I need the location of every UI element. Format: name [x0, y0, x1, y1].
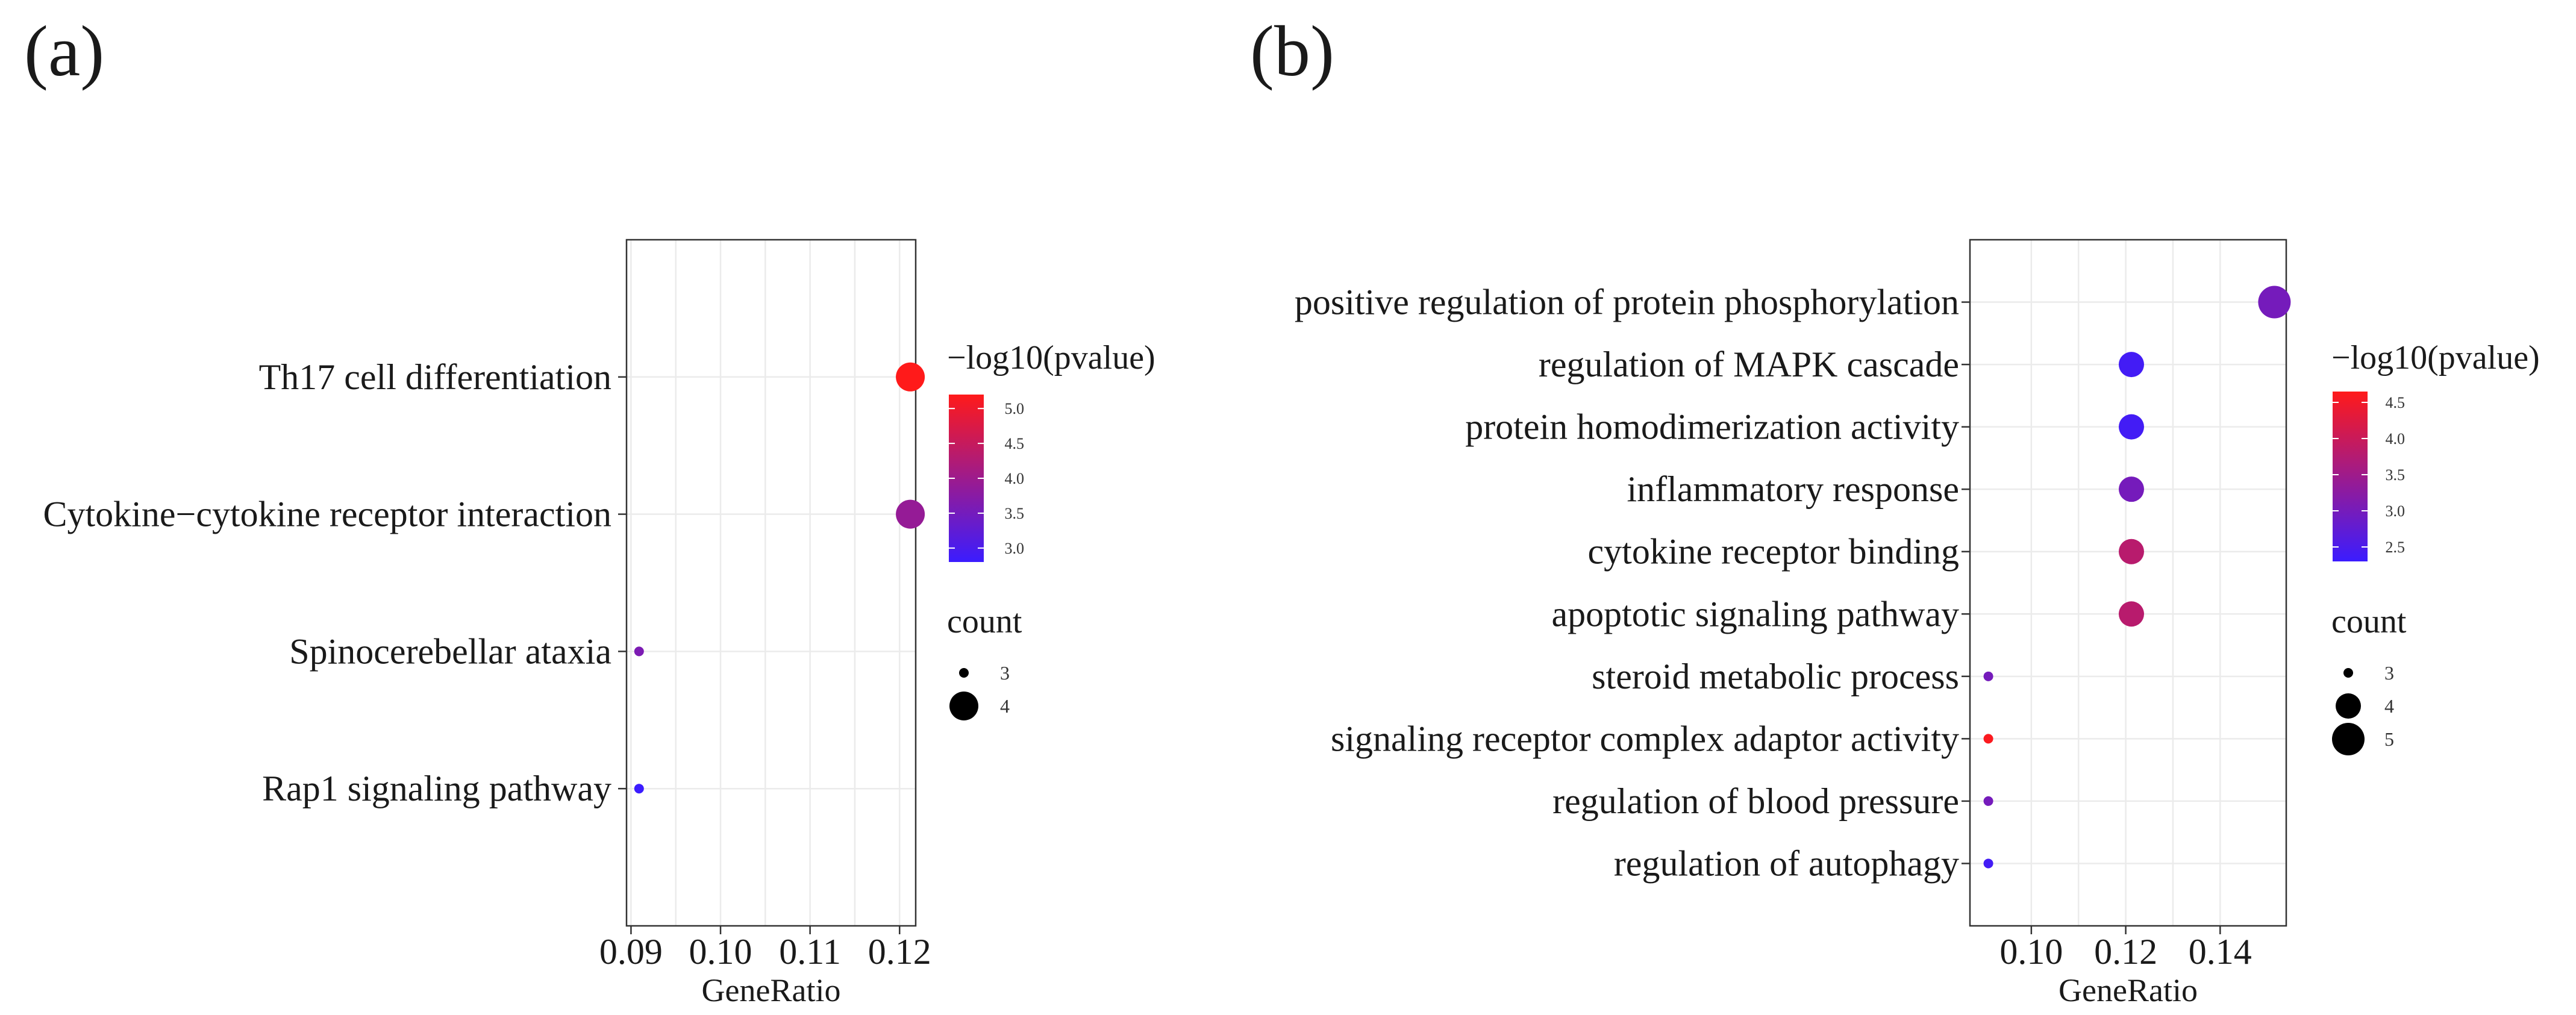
plot-frame: [1969, 239, 2287, 927]
size-legend-label: 4: [2384, 695, 2394, 717]
category-label: Cytokine−cytokine receptor interaction: [43, 495, 611, 534]
data-point: [896, 499, 925, 529]
category-label: Rap1 signaling pathway: [262, 769, 611, 808]
x-tick-label: 0.14: [2189, 932, 2252, 972]
category-label: apoptotic signaling pathway: [1551, 594, 1959, 634]
x-tick-label: 0.12: [868, 932, 931, 972]
colorbar-tick-label: 4.5: [2386, 394, 2406, 411]
data-point: [2118, 539, 2144, 564]
data-point: [2118, 476, 2144, 502]
colorbar-tick-label: 3.0: [2386, 502, 2406, 520]
category-label: signaling receptor complex adaptor activ…: [1331, 719, 1959, 758]
panel-a-dotplot: (a) 0.09 0.10 0.11 0.12 Th17 cell differentia…: [24, 11, 1155, 1008]
panel-label: (a): [24, 11, 104, 91]
x-tick-label: 0.12: [2094, 932, 2157, 972]
colorbar-tick-label: 2.5: [2386, 539, 2406, 556]
size-legend-label: 3: [1000, 662, 1010, 684]
data-point: [634, 646, 644, 657]
data-point: [2118, 601, 2144, 627]
data-point: [1983, 796, 1993, 806]
category-label: Spinocerebellar ataxia: [289, 631, 611, 671]
size-legend-key: [2336, 693, 2361, 719]
size-legend-key: [949, 692, 978, 720]
category-label: Th17 cell differentiation: [259, 357, 611, 397]
size-legend-key: [2332, 723, 2365, 755]
data-point: [896, 362, 925, 392]
colorbar-tick-label: 3.5: [2386, 466, 2406, 484]
colorbar-tick-label: 5.0: [1005, 400, 1025, 417]
x-tick-label: 0.10: [1999, 932, 2063, 972]
x-tick-label: 0.10: [689, 932, 752, 972]
size-legend-key: [2343, 668, 2353, 678]
panel-label: (b): [1250, 11, 1334, 91]
data-point: [2258, 286, 2291, 319]
size-legend-title: count: [947, 603, 1022, 640]
data-point: [1983, 858, 1993, 869]
size-legend-key: [959, 668, 969, 678]
x-tick-label: 0.11: [779, 932, 841, 972]
data-point: [634, 784, 644, 794]
x-axis-title: GeneRatio: [2059, 972, 2198, 1008]
colorbar-tick-label: 4.5: [1005, 435, 1025, 452]
plot-frame: [625, 239, 917, 927]
panel-b-dotplot: (b) 0.10 0.12 0.14 positive regulation of pr…: [1250, 11, 2540, 1008]
category-label: protein homodimerization activity: [1465, 407, 1959, 447]
data-point: [2118, 352, 2144, 378]
size-legend-label: 5: [2384, 728, 2394, 750]
category-label: cytokine receptor binding: [1588, 532, 1959, 572]
size-legend-label: 3: [2384, 662, 2394, 684]
data-point: [2118, 414, 2144, 440]
category-label: positive regulation of protein phosphory…: [1295, 283, 1959, 322]
size-legend-title: count: [2331, 603, 2407, 640]
size-legend-label: 4: [1000, 695, 1010, 717]
color-legend-title: −log10(pvalue): [2331, 339, 2540, 376]
category-label: steroid metabolic process: [1592, 657, 1959, 696]
x-tick-label: 0.09: [599, 932, 663, 972]
category-label: regulation of autophagy: [1614, 843, 1959, 883]
color-legend-title: −log10(pvalue): [947, 339, 1155, 376]
colorbar-tick-label: 3.0: [1005, 540, 1025, 557]
category-label: inflammatory response: [1627, 469, 1959, 509]
category-label: regulation of MAPK cascade: [1539, 345, 1959, 384]
colorbar-tick-label: 4.0: [1005, 470, 1025, 487]
data-point: [1983, 734, 1993, 744]
colorbar-tick-label: 4.0: [2386, 430, 2406, 448]
colorbar-tick-label: 3.5: [1005, 505, 1025, 522]
x-axis-title: GeneRatio: [702, 972, 841, 1008]
data-point: [1983, 671, 1993, 681]
colorbar: [2333, 392, 2368, 561]
category-label: regulation of blood pressure: [1552, 781, 1959, 821]
